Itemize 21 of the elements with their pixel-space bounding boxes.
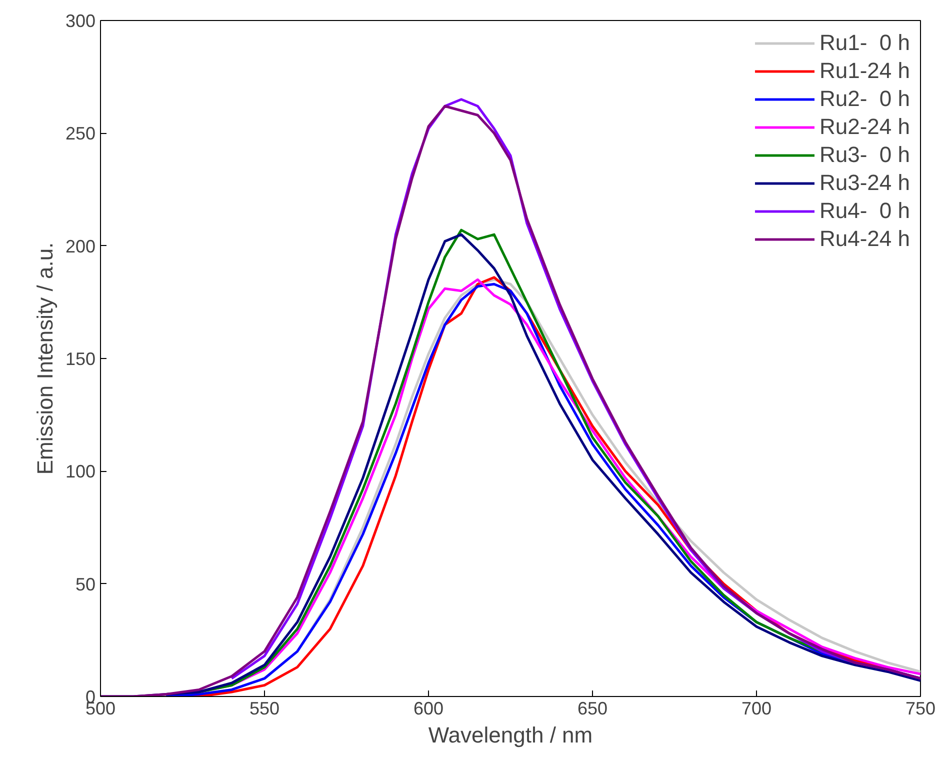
x-tick-label: 650 [577,698,608,718]
x-tick-label: 600 [413,698,444,718]
x-tick-label: 700 [741,698,772,718]
y-axis-title: Emission Intensity / a.u. [32,242,58,475]
y-tick-label: 200 [65,236,96,256]
legend-label: Ru4- 0 h [819,198,910,224]
x-axis-title: Wavelength / nm [428,722,593,748]
x-tick-label: 550 [249,698,280,718]
legend-label: Ru2-24 h [819,114,910,140]
y-tick-label: 100 [65,462,96,482]
y-tick-label: 250 [65,124,96,144]
legend-label: Ru3- 0 h [819,142,910,168]
legend-label: Ru1- 0 h [819,30,910,56]
y-tick-label: 300 [65,11,96,31]
legend-label: Ru4-24 h [819,226,910,252]
y-tick-label: 150 [65,349,96,369]
x-tick-label: 750 [905,698,936,718]
legend-label: Ru2- 0 h [819,86,910,112]
legend-label: Ru3-24 h [819,170,910,196]
legend-label: Ru1-24 h [819,58,910,84]
y-tick-label: 50 [75,574,96,594]
